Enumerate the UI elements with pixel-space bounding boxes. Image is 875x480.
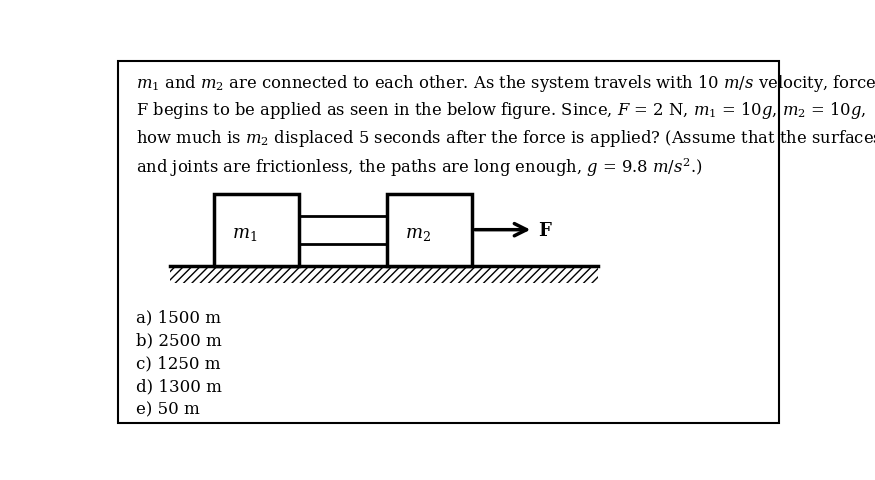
Text: F begins to be applied as seen in the below figure. Since, $F$ = 2 N, $m_1$ = 10: F begins to be applied as seen in the be… (136, 100, 867, 121)
Text: c) 1250 m: c) 1250 m (136, 355, 221, 372)
Text: e) 50 m: e) 50 m (136, 401, 200, 418)
Text: a) 1500 m: a) 1500 m (136, 309, 221, 326)
Bar (214, 194, 299, 266)
Text: b) 2500 m: b) 2500 m (136, 332, 222, 349)
Text: how much is $m_2$ displaced 5 seconds after the force is applied? (Assume that t: how much is $m_2$ displaced 5 seconds af… (136, 128, 875, 149)
Text: $m_2$: $m_2$ (405, 224, 430, 242)
Text: d) 1300 m: d) 1300 m (136, 378, 222, 395)
Text: $m_1$ and $m_2$ are connected to each other. As the system travels with 10 $m/s$: $m_1$ and $m_2$ are connected to each ot… (136, 72, 875, 93)
Text: and joints are frictionless, the paths are long enough, $g$ = 9.8 $m/s^2$.): and joints are frictionless, the paths a… (136, 156, 703, 178)
Bar (171, 266, 598, 283)
Text: $m_1$: $m_1$ (233, 224, 257, 242)
Bar (299, 216, 388, 244)
Bar (388, 194, 472, 266)
Text: $\mathbf{F}$: $\mathbf{F}$ (538, 221, 553, 239)
